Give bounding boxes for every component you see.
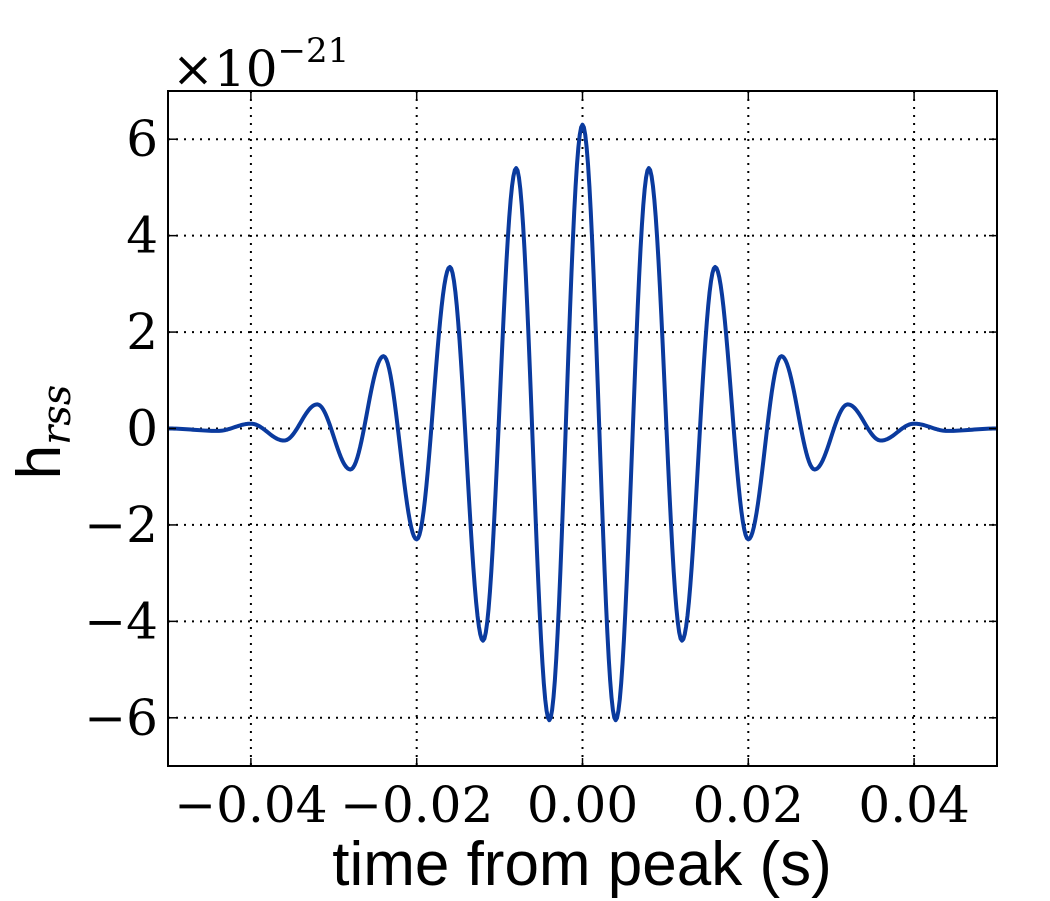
offset-prefix: ×10 bbox=[172, 40, 278, 98]
y-tick-label: −2 bbox=[84, 496, 158, 554]
x-tick-labels: −0.04 −0.02 0.00 0.02 0.04 bbox=[174, 776, 969, 834]
x-tick-label: 0.04 bbox=[858, 776, 969, 834]
y-offset-label: ×10−21 bbox=[172, 31, 349, 98]
series-layer bbox=[167, 122, 998, 723]
x-axis-title: time from peak (s) bbox=[332, 830, 832, 899]
x-tick-label: 0.00 bbox=[527, 776, 638, 834]
y-tick-label: 2 bbox=[126, 303, 158, 361]
offset-exponent: −21 bbox=[278, 31, 350, 71]
tick-marks bbox=[168, 91, 997, 766]
y-axis-title: hrss bbox=[5, 385, 80, 480]
y-tick-label: −4 bbox=[84, 592, 158, 650]
x-tick-label: 0.02 bbox=[693, 776, 804, 834]
grid-lines bbox=[168, 91, 997, 766]
x-tick-label: −0.02 bbox=[340, 776, 493, 834]
svg-text:hrss: hrss bbox=[5, 385, 80, 480]
y-tick-labels: 6 4 2 0 −2 −4 −6 bbox=[84, 110, 158, 747]
x-tick-label: −0.04 bbox=[174, 776, 327, 834]
y-tick-label: 0 bbox=[126, 400, 158, 458]
y-axis-title-sub: rss bbox=[34, 385, 80, 445]
y-axis-title-main: h bbox=[5, 445, 74, 479]
y-tick-label: 4 bbox=[126, 207, 158, 265]
series-line bbox=[167, 122, 998, 723]
y-tick-label: 6 bbox=[126, 110, 158, 168]
y-tick-label: −6 bbox=[84, 689, 158, 747]
